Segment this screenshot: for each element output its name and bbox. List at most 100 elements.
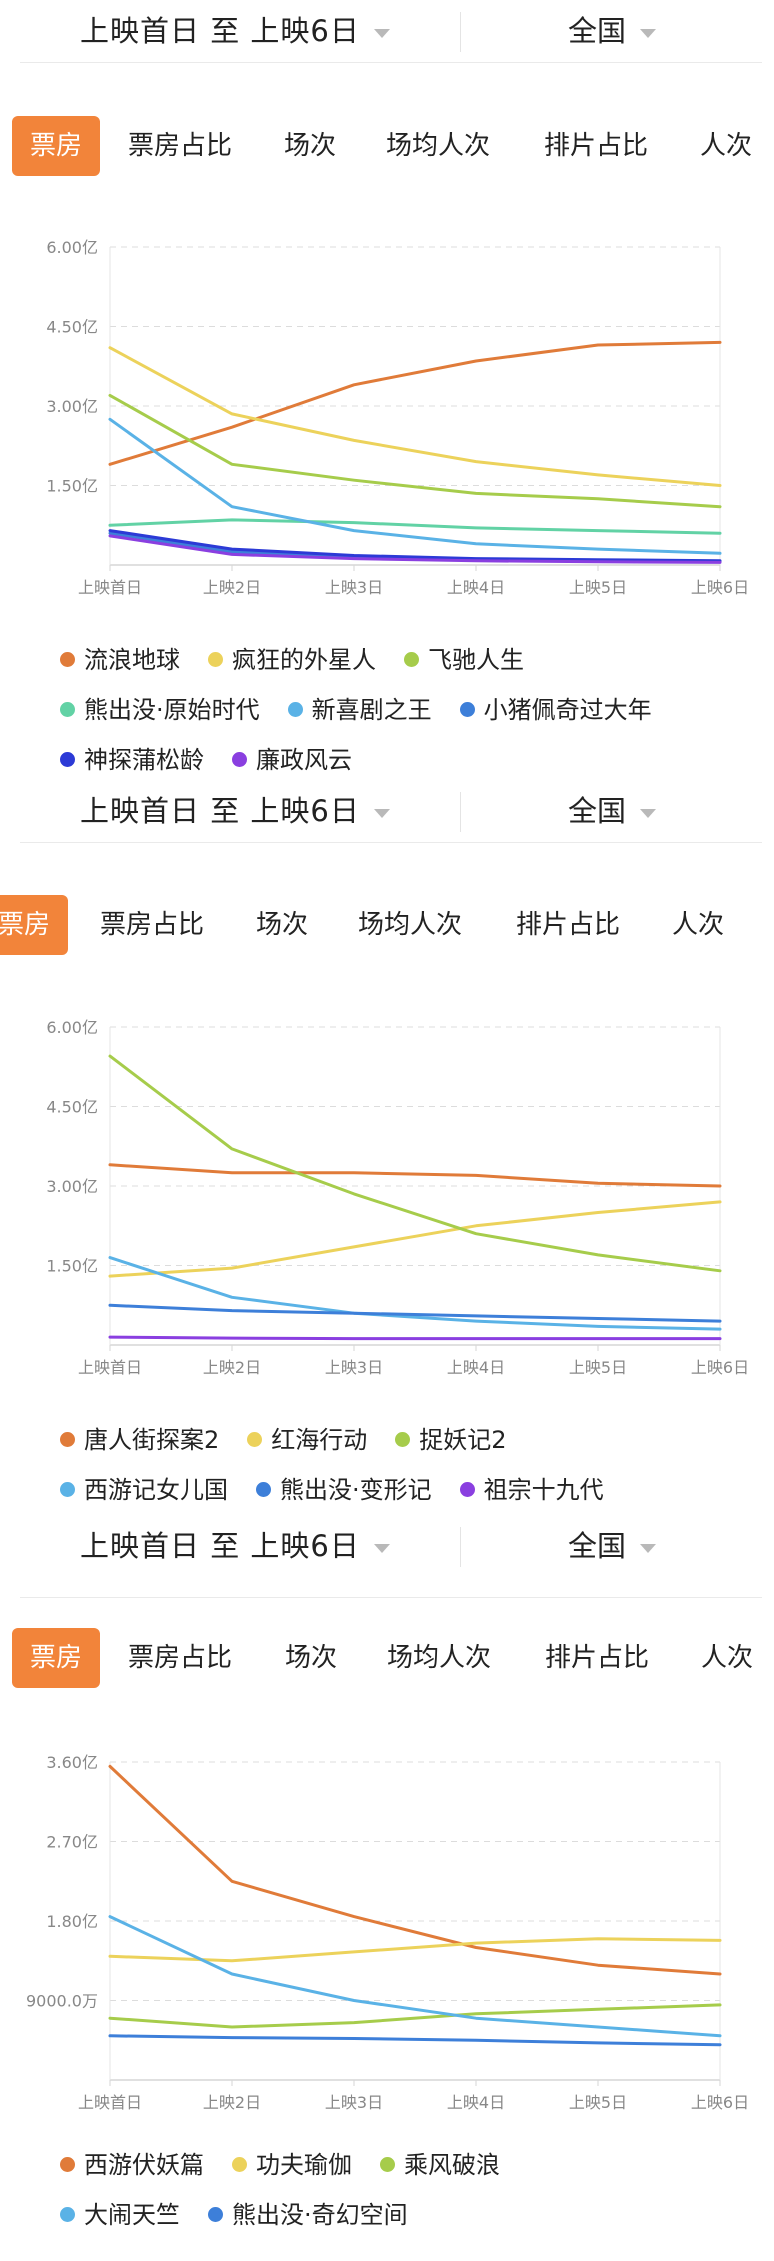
legend-item[interactable]: 乘风破浪: [380, 2150, 500, 2180]
legend-item[interactable]: 熊出没·变形记: [256, 1475, 432, 1505]
y-tick-label: 4.50亿: [46, 1098, 98, 1117]
region-selector[interactable]: 全国: [568, 1523, 657, 1565]
tab-schedule-share[interactable]: 排片占比: [545, 1643, 650, 1673]
x-tick-label: 上映5日: [569, 578, 627, 597]
chevron-down-icon: [373, 1543, 390, 1553]
chart-panel-2: 上映首日 至 上映6日 全国 票房 票房占比 场次 场均人次 排片占比 人次 6…: [0, 780, 774, 1535]
legend-item[interactable]: 疯狂的外星人: [208, 645, 376, 675]
region-selector[interactable]: 全国: [568, 788, 657, 830]
legend-item[interactable]: 神探蒲松龄: [60, 745, 204, 775]
series-line-5: [108, 1303, 722, 1323]
legend-label: 廉政风云: [256, 746, 352, 774]
legend-dot-icon: [256, 1481, 271, 1497]
legend-item[interactable]: 飞驰人生: [404, 645, 524, 675]
x-tick-label: 上映4日: [447, 1358, 505, 1377]
legend-item[interactable]: 廉政风云: [232, 745, 352, 775]
chevron-down-icon: [640, 1543, 657, 1553]
legend-dot-icon: [60, 1481, 75, 1497]
series-line-5: [108, 2034, 722, 2047]
tab-schedule-share[interactable]: 排片占比: [516, 910, 621, 940]
divider: [460, 12, 461, 52]
tab-box-office[interactable]: 票房: [0, 895, 69, 955]
chevron-down-icon: [373, 808, 390, 818]
y-tick-label: 3.00亿: [46, 397, 98, 416]
legend-item[interactable]: 红海行动: [247, 1425, 367, 1455]
legend-dot-icon: [459, 1481, 475, 1497]
y-tick-label: 4.50亿: [46, 318, 98, 337]
legend-label: 乘风破浪: [404, 2151, 500, 2179]
tab-screenings[interactable]: 场次: [285, 1643, 338, 1673]
legend-item[interactable]: 小猪佩奇过大年: [459, 695, 652, 725]
date-range-selector[interactable]: 上映首日 至 上映6日: [80, 8, 390, 50]
tab-box-office-share[interactable]: 票房占比: [128, 1643, 233, 1673]
divider: [460, 792, 461, 832]
legend-label: 祖宗十九代: [483, 1476, 604, 1504]
x-tick-label: 上映3日: [325, 578, 383, 597]
legend-dot-icon: [60, 751, 75, 767]
legend-dot-icon: [395, 1431, 411, 1447]
x-tick-label: 上映6日: [691, 1358, 749, 1377]
legend-item[interactable]: 新喜剧之王: [287, 695, 432, 725]
x-tick-label: 上映5日: [569, 1358, 627, 1377]
legend-dot-icon: [60, 651, 75, 667]
chart-legend: 西游伏妖篇 功夫瑜伽 乘风破浪大闹天竺 熊出没·奇幻空间: [60, 2150, 760, 2250]
tab-box-office[interactable]: 票房: [12, 116, 101, 176]
tab-screenings[interactable]: 场次: [284, 131, 337, 161]
region-label: 全国: [568, 14, 627, 48]
chart-legend: 唐人街探案2 红海行动 捉妖记2 西游记女儿国 熊出没·变形记 祖宗十九代: [60, 1425, 760, 1515]
legend-item[interactable]: 西游伏妖篇: [60, 2150, 204, 2180]
legend-dot-icon: [60, 2156, 75, 2172]
legend-item[interactable]: 功夫瑜伽: [232, 2150, 352, 2180]
legend-label: 神探蒲松龄: [84, 746, 204, 774]
region-selector[interactable]: 全国: [568, 8, 657, 50]
series-line-3: [108, 393, 722, 509]
x-tick-label: 上映首日: [78, 1358, 142, 1377]
legend-item[interactable]: 祖宗十九代: [459, 1475, 604, 1505]
y-tick-label: 2.70亿: [46, 1833, 98, 1852]
legend-dot-icon: [232, 751, 247, 767]
legend-dot-icon: [247, 1431, 263, 1447]
tab-box-office[interactable]: 票房: [12, 1628, 101, 1688]
legend-label: 唐人街探案2: [84, 1426, 220, 1454]
legend-item[interactable]: 捉妖记2: [395, 1425, 507, 1455]
legend-item[interactable]: 熊出没·原始时代: [60, 695, 260, 725]
date-range-selector[interactable]: 上映首日 至 上映6日: [80, 788, 390, 830]
tab-admissions[interactable]: 人次: [700, 131, 753, 161]
y-tick-label: 3.00亿: [46, 1177, 98, 1196]
metric-tabs: 票房 票房占比 场次 场均人次 排片占比 人次: [0, 895, 774, 955]
legend-label: 流浪地球: [84, 646, 180, 674]
tab-avg-attendance[interactable]: 场均人次: [386, 131, 491, 161]
tab-box-office-share[interactable]: 票房占比: [128, 131, 233, 161]
divider: [20, 1597, 762, 1598]
y-tick-label: 6.00亿: [46, 1018, 98, 1037]
x-tick-label: 上映6日: [691, 578, 749, 597]
legend-item[interactable]: 流浪地球: [60, 645, 180, 675]
date-range-selector[interactable]: 上映首日 至 上映6日: [80, 1523, 390, 1565]
legend-dot-icon: [459, 701, 475, 717]
series-line-1: [108, 1764, 722, 1976]
legend-item[interactable]: 唐人街探案2: [60, 1425, 219, 1455]
filter-bar: 上映首日 至 上映6日 全国: [0, 0, 774, 62]
tab-schedule-share[interactable]: 排片占比: [544, 131, 649, 161]
tab-box-office-share[interactable]: 票房占比: [100, 910, 205, 940]
series-line-4: [108, 1915, 722, 2038]
legend-label: 捉妖记2: [419, 1426, 507, 1454]
tab-admissions[interactable]: 人次: [672, 910, 725, 940]
legend-item[interactable]: 大闹天竺: [60, 2200, 180, 2230]
legend-item[interactable]: 西游记女儿国: [60, 1475, 228, 1505]
tab-avg-attendance[interactable]: 场均人次: [387, 1643, 492, 1673]
legend-dot-icon: [60, 2206, 75, 2222]
tab-avg-attendance[interactable]: 场均人次: [358, 910, 463, 940]
date-range-label: 上映首日 至 上映6日: [80, 14, 360, 48]
y-tick-label: 1.50亿: [46, 1257, 98, 1276]
tab-admissions[interactable]: 人次: [701, 1643, 754, 1673]
legend-item[interactable]: 熊出没·奇幻空间: [208, 2200, 408, 2230]
x-tick-label: 上映2日: [203, 578, 261, 597]
series-line-4: [108, 1256, 722, 1331]
legend-label: 飞驰人生: [428, 646, 524, 674]
tab-screenings[interactable]: 场次: [256, 910, 309, 940]
series-line-2: [108, 1200, 722, 1278]
legend-label: 大闹天竺: [84, 2201, 180, 2229]
